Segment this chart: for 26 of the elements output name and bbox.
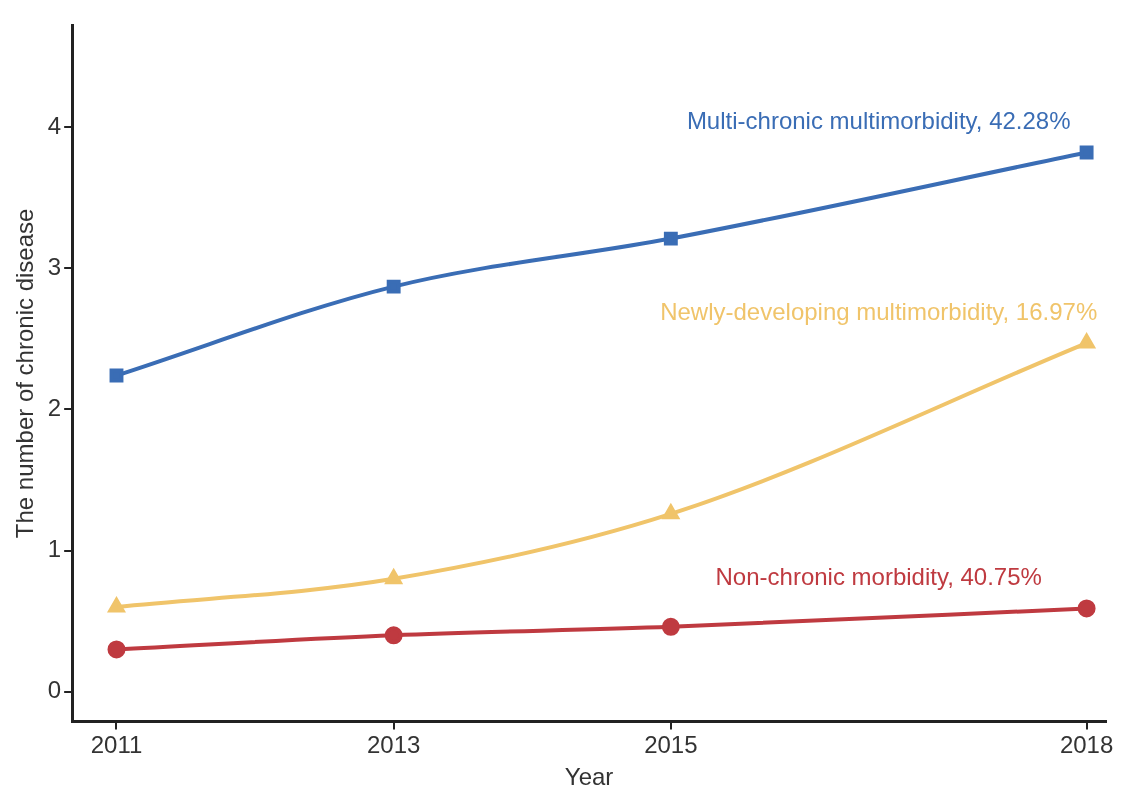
point [108, 598, 125, 613]
x-tick-label: 2013 [366, 731, 421, 759]
point [109, 368, 124, 383]
series-label: Newly-developing multimorbidity, 16.97% [660, 297, 1098, 325]
point [1077, 599, 1096, 618]
y-tick-label: 2 [47, 394, 62, 422]
point [663, 231, 678, 246]
y-tick-label: 4 [47, 111, 62, 139]
x-axis-title: Year [564, 763, 614, 791]
point [661, 617, 680, 636]
point [107, 640, 126, 659]
y-tick-label: 1 [47, 535, 62, 563]
series-label: Non-chronic morbidity, 40.75% [715, 563, 1042, 591]
y-tick-label: 0 [47, 676, 62, 704]
point [384, 626, 403, 645]
x-tick-label: 2018 [1059, 731, 1114, 759]
y-tick-label: 3 [47, 252, 62, 280]
point [1079, 145, 1094, 160]
y-axis-title: The number of chronic disease [11, 208, 39, 539]
point [662, 504, 679, 520]
x-tick-label: 2015 [644, 731, 698, 759]
x-tick-label: 2011 [90, 731, 143, 759]
point [386, 279, 401, 294]
point [1078, 334, 1095, 349]
series-label: Multi-chronic multimorbidity, 42.28% [686, 107, 1071, 135]
point [385, 569, 402, 585]
